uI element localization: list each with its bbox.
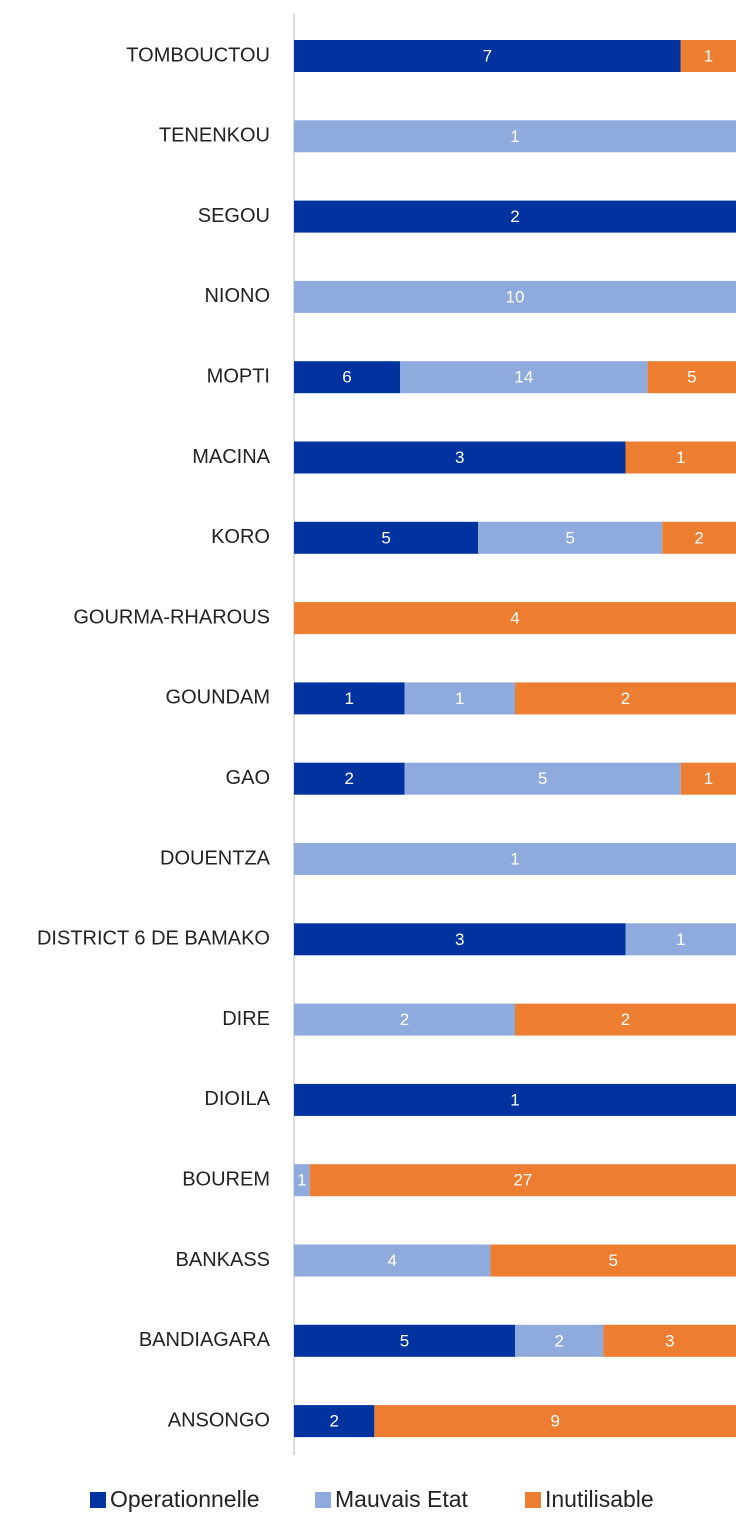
category-label: NIONO — [204, 285, 270, 307]
legend-label: Mauvais Etat — [335, 1486, 469, 1512]
value-label: 1 — [455, 689, 464, 708]
category-label: TENENKOU — [159, 125, 270, 147]
bar-segment — [680, 762, 736, 795]
bar-segment — [294, 1244, 491, 1277]
bar-segment — [294, 843, 736, 875]
category-label: TOMBOUCTOU — [126, 44, 270, 66]
value-label: 5 — [608, 1251, 617, 1270]
value-label: 1 — [676, 930, 685, 949]
value-label: 3 — [455, 448, 464, 467]
value-label: 4 — [387, 1251, 396, 1270]
category-label: ANSONGO — [168, 1409, 270, 1431]
value-label: 2 — [510, 207, 519, 226]
bar-segment — [294, 200, 736, 233]
category-label: DOUENTZA — [160, 847, 271, 869]
bar-segment — [662, 521, 736, 554]
bar-segment — [478, 521, 663, 554]
bar-segment — [515, 1324, 604, 1357]
category-label: DISTRICT 6 DE BAMAKO — [37, 928, 270, 950]
legend-swatch — [90, 1492, 106, 1508]
category-label: MACINA — [192, 446, 270, 468]
bar-segment — [515, 682, 736, 715]
value-label: 2 — [621, 1010, 630, 1029]
value-label: 5 — [538, 769, 547, 788]
value-label: 1 — [345, 689, 354, 708]
value-label: 5 — [687, 368, 696, 387]
value-label: 3 — [455, 930, 464, 949]
bar-segment — [374, 1405, 736, 1438]
legend-label: Inutilisable — [545, 1486, 654, 1512]
category-label: KORO — [211, 526, 270, 548]
category-label: GOUNDAM — [166, 687, 270, 709]
bar-segment — [400, 361, 648, 394]
value-label: 2 — [400, 1010, 409, 1029]
bar-segment — [294, 1164, 310, 1197]
category-label: BOUREM — [182, 1168, 270, 1190]
category-label: DIRE — [222, 1008, 270, 1030]
legend-swatch — [525, 1492, 541, 1508]
bar-segment — [294, 120, 736, 153]
value-label: 1 — [510, 127, 519, 146]
value-label: 2 — [694, 528, 703, 547]
value-label: 4 — [510, 609, 519, 628]
bar-segment — [294, 280, 736, 313]
value-label: 5 — [400, 1331, 409, 1350]
value-label: 1 — [704, 46, 713, 65]
bar-segment — [294, 762, 405, 795]
legend-swatch — [315, 1492, 331, 1508]
value-label: 14 — [514, 368, 533, 387]
bar-segment — [294, 1003, 515, 1036]
bar-segment — [603, 1324, 736, 1357]
value-label: 5 — [381, 528, 390, 547]
value-label: 1 — [704, 769, 713, 788]
bar-segment — [404, 682, 515, 715]
bar-segment — [515, 1003, 736, 1036]
bar-segment — [625, 441, 736, 474]
value-label: 3 — [665, 1331, 674, 1350]
bar-segment — [294, 1324, 515, 1357]
category-label: DIOILA — [204, 1088, 270, 1110]
value-label: 6 — [342, 368, 351, 387]
value-label: 1 — [510, 1090, 519, 1109]
value-label: 7 — [483, 46, 492, 65]
bar-segment — [294, 441, 626, 474]
category-label: GOURMA-RHAROUS — [73, 606, 270, 628]
value-label: 5 — [566, 528, 575, 547]
bar-segment — [294, 1083, 736, 1116]
bar-segment — [294, 602, 736, 635]
bar-segment — [294, 1405, 375, 1438]
bar-segment — [294, 40, 681, 72]
value-label: 9 — [550, 1412, 559, 1431]
bar-segment — [647, 361, 736, 394]
category-label: BANKASS — [176, 1249, 270, 1271]
value-label: 2 — [621, 689, 630, 708]
value-label: 1 — [297, 1171, 306, 1190]
value-label: 2 — [329, 1412, 338, 1431]
bar-segment — [294, 521, 479, 554]
bar-segment — [680, 40, 736, 72]
value-label: 10 — [506, 287, 525, 306]
bar-segment — [490, 1244, 736, 1277]
category-label: MOPTI — [207, 365, 270, 387]
bar-segment — [309, 1164, 736, 1197]
category-label: GAO — [226, 767, 270, 789]
category-label: BANDIAGARA — [139, 1329, 271, 1351]
value-label: 2 — [554, 1331, 563, 1350]
legend-label: Operationnelle — [110, 1486, 260, 1512]
category-label: SEGOU — [198, 205, 270, 227]
value-label: 1 — [676, 448, 685, 467]
bar-segment — [294, 923, 626, 956]
bar-segment — [294, 361, 401, 394]
bar-segment — [294, 682, 405, 715]
bar-segment — [625, 923, 736, 956]
value-label: 1 — [510, 849, 519, 868]
value-label: 2 — [345, 769, 354, 788]
value-label: 27 — [513, 1171, 532, 1190]
bar-segment — [404, 762, 681, 795]
